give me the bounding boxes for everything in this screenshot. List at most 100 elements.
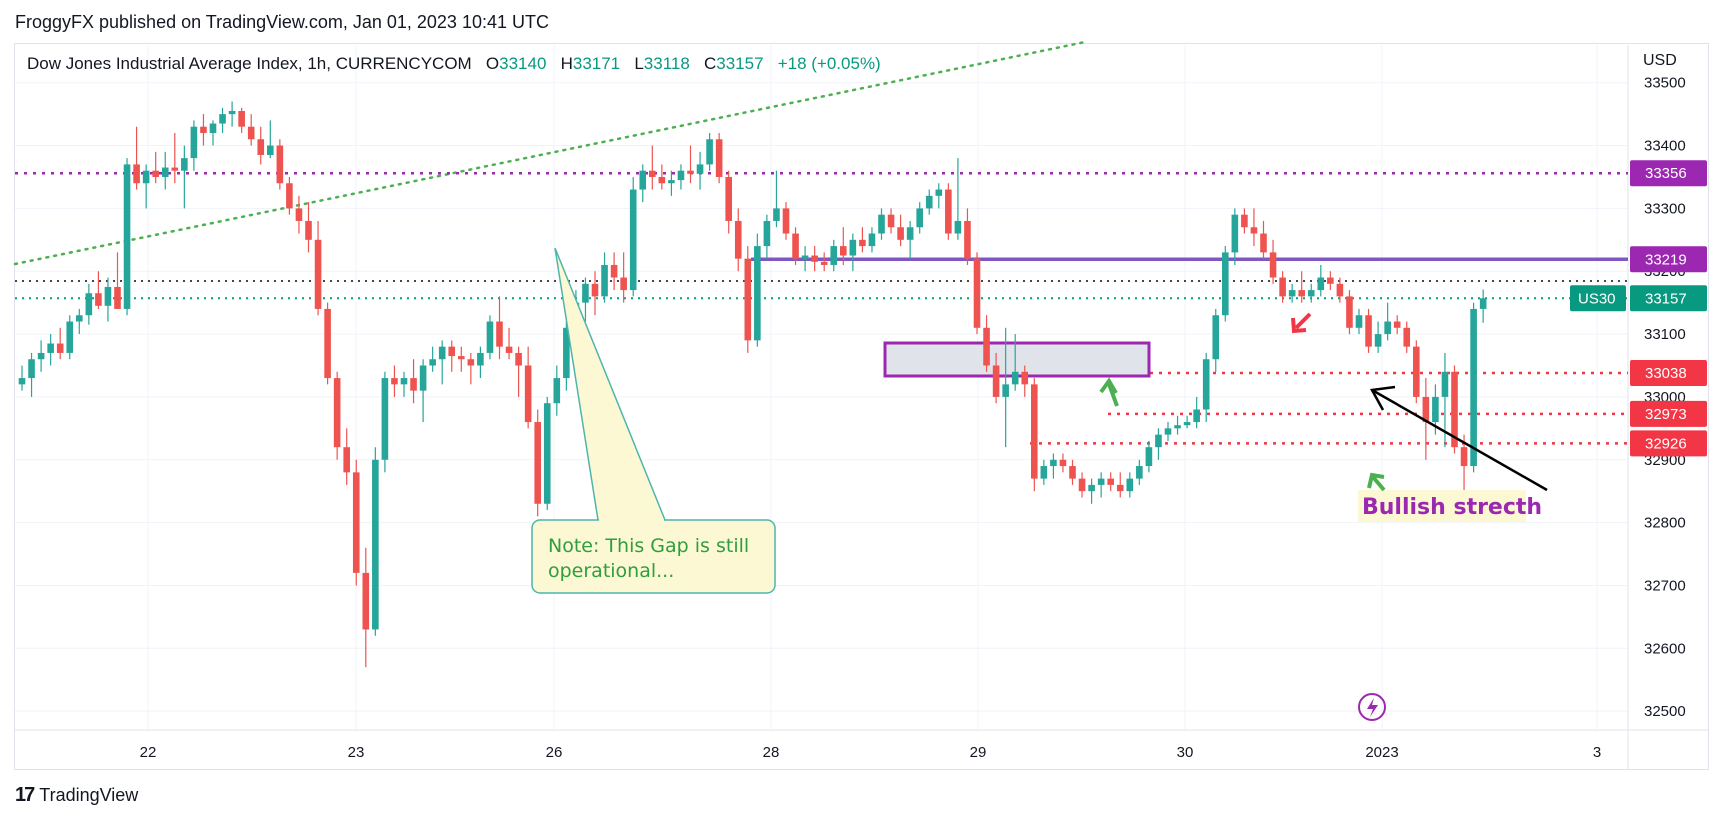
candle xyxy=(18,365,26,391)
candle-body xyxy=(152,170,159,177)
candle xyxy=(1069,459,1076,485)
candle-body xyxy=(1441,371,1449,397)
current-price-badge: US30 33157 xyxy=(1570,285,1707,312)
candle-body xyxy=(610,264,618,278)
candle-body xyxy=(1155,434,1162,448)
candle xyxy=(1031,378,1038,492)
candle-body xyxy=(706,139,713,165)
candle xyxy=(610,252,618,291)
candle-body xyxy=(954,220,962,234)
high-label: H xyxy=(560,54,573,73)
symbol-name: Dow Jones Industrial Average Index, 1h, … xyxy=(27,54,472,73)
candle xyxy=(276,139,284,190)
candle-body xyxy=(1384,321,1391,335)
lightning-icon xyxy=(1358,693,1386,721)
candle-body xyxy=(247,126,255,140)
badge-bg xyxy=(1630,400,1707,427)
candle xyxy=(1393,315,1401,335)
candle-body xyxy=(1174,425,1181,429)
close-value: 33157 xyxy=(716,54,764,73)
badge-32973: 32973 xyxy=(1630,400,1707,427)
candle-body xyxy=(56,343,64,353)
candle xyxy=(1260,220,1267,259)
x-tick-label: 30 xyxy=(1177,744,1194,761)
candle xyxy=(219,107,226,133)
candle xyxy=(95,271,102,309)
candle-body xyxy=(400,378,408,385)
callout-bullish[interactable]: Bullish strecth xyxy=(1358,490,1542,522)
candle-body xyxy=(1116,484,1124,492)
candle xyxy=(267,120,274,159)
candle-body xyxy=(1241,214,1248,228)
publisher-line: FroggyFX published on TradingView.com, J… xyxy=(15,12,549,32)
y-tick-label: 33100 xyxy=(1644,326,1686,343)
badge-label: 33356 xyxy=(1645,165,1687,182)
open-label: O xyxy=(485,54,500,73)
candle-body xyxy=(725,176,732,221)
candle xyxy=(668,170,675,196)
candle-body xyxy=(620,277,627,291)
candle xyxy=(1422,378,1430,460)
badge-bg xyxy=(1630,160,1707,187)
candle-body xyxy=(1069,466,1076,479)
candle xyxy=(76,308,83,335)
candle xyxy=(763,214,771,259)
candle-body xyxy=(1470,308,1477,467)
candle xyxy=(591,271,599,316)
candle-body xyxy=(1011,371,1019,385)
candle xyxy=(467,352,475,385)
candle-body xyxy=(200,126,207,133)
candle xyxy=(505,327,513,360)
high-value: 33171 xyxy=(572,54,621,73)
candle-body xyxy=(1460,447,1468,467)
candle xyxy=(687,145,694,184)
candle xyxy=(333,371,341,460)
y-tick-label: 32600 xyxy=(1644,640,1686,657)
candle-body xyxy=(964,220,971,259)
candle xyxy=(190,120,198,171)
candle xyxy=(1040,459,1048,485)
y-tick-label: 33400 xyxy=(1644,138,1686,155)
candle xyxy=(1413,340,1420,404)
candle xyxy=(534,409,541,517)
candle xyxy=(142,164,150,209)
candle xyxy=(1021,365,1029,397)
candle xyxy=(152,151,159,184)
candle xyxy=(620,252,627,303)
candle-body xyxy=(792,233,799,259)
y-tick-label: 33500 xyxy=(1644,75,1686,92)
candle xyxy=(1097,472,1105,498)
gap-zone[interactable] xyxy=(883,341,1151,378)
badge-32926: 32926 xyxy=(1630,430,1707,457)
badge-bg xyxy=(1630,430,1707,457)
price-levels xyxy=(15,171,1628,445)
candle xyxy=(658,164,666,190)
open-value: 33140 xyxy=(499,54,547,73)
badge-label: 32973 xyxy=(1645,406,1687,423)
candle-body xyxy=(1078,478,1086,492)
y-tick-label: 33300 xyxy=(1644,200,1686,217)
candle-body xyxy=(1097,478,1105,485)
candle-body xyxy=(1250,227,1258,234)
candle-body xyxy=(859,239,866,247)
close-label: C xyxy=(703,54,717,73)
candle xyxy=(133,126,140,190)
candle-body xyxy=(181,158,188,171)
candle xyxy=(1451,365,1458,454)
candle xyxy=(677,164,685,190)
candle-body xyxy=(658,176,666,184)
candle xyxy=(1202,352,1210,423)
candle-body xyxy=(992,365,1000,397)
candle xyxy=(114,252,121,309)
candle xyxy=(601,252,608,303)
tradingview-logo-icon: 17 xyxy=(15,784,35,806)
candle-body xyxy=(448,346,456,357)
candle xyxy=(1346,290,1353,335)
candle xyxy=(916,202,923,234)
candle-body xyxy=(238,110,245,127)
candle xyxy=(286,176,293,215)
note-callout[interactable]: Note: This Gap is still operational... xyxy=(531,247,776,594)
candle-body xyxy=(543,403,551,504)
footer-brand[interactable]: 17 TradingView xyxy=(15,784,138,807)
